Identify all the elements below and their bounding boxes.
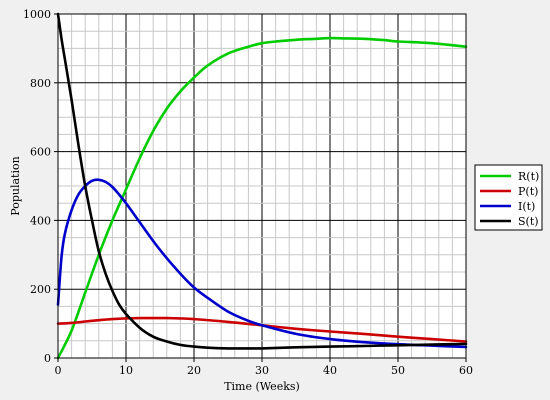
- series-layer: [56, 12, 468, 360]
- x-tick-label: 10: [119, 364, 133, 377]
- x-tick-label: 40: [323, 364, 337, 377]
- legend-label-it: I(t): [518, 200, 535, 213]
- x-tick-label: 20: [187, 364, 201, 377]
- legend: R(t) P(t) I(t) S(t): [474, 164, 543, 231]
- legend-label-rt: R(t): [518, 170, 539, 183]
- y-tick-label: 1000: [23, 8, 51, 21]
- y-tick-label: 200: [30, 283, 51, 296]
- series-line-pt: [56, 316, 468, 343]
- x-tick-label: 50: [391, 364, 405, 377]
- grid: [58, 14, 466, 358]
- y-axis-title: Population: [9, 156, 22, 215]
- series-line-st: [56, 12, 468, 350]
- x-tick-label: 60: [459, 364, 473, 377]
- y-tick-label: 400: [30, 214, 51, 227]
- y-tick-label: 800: [30, 77, 51, 90]
- x-tick-label: 0: [55, 364, 62, 377]
- x-tick-label: 30: [255, 364, 269, 377]
- legend-label-st: S(t): [518, 215, 539, 228]
- series-line-it: [56, 178, 468, 349]
- series-line-rt: [56, 36, 468, 360]
- y-tick-label: 600: [30, 146, 51, 159]
- y-tick-label: 0: [44, 352, 51, 365]
- x-axis-title: Time (Weeks): [224, 380, 300, 393]
- legend-label-pt: P(t): [518, 185, 538, 198]
